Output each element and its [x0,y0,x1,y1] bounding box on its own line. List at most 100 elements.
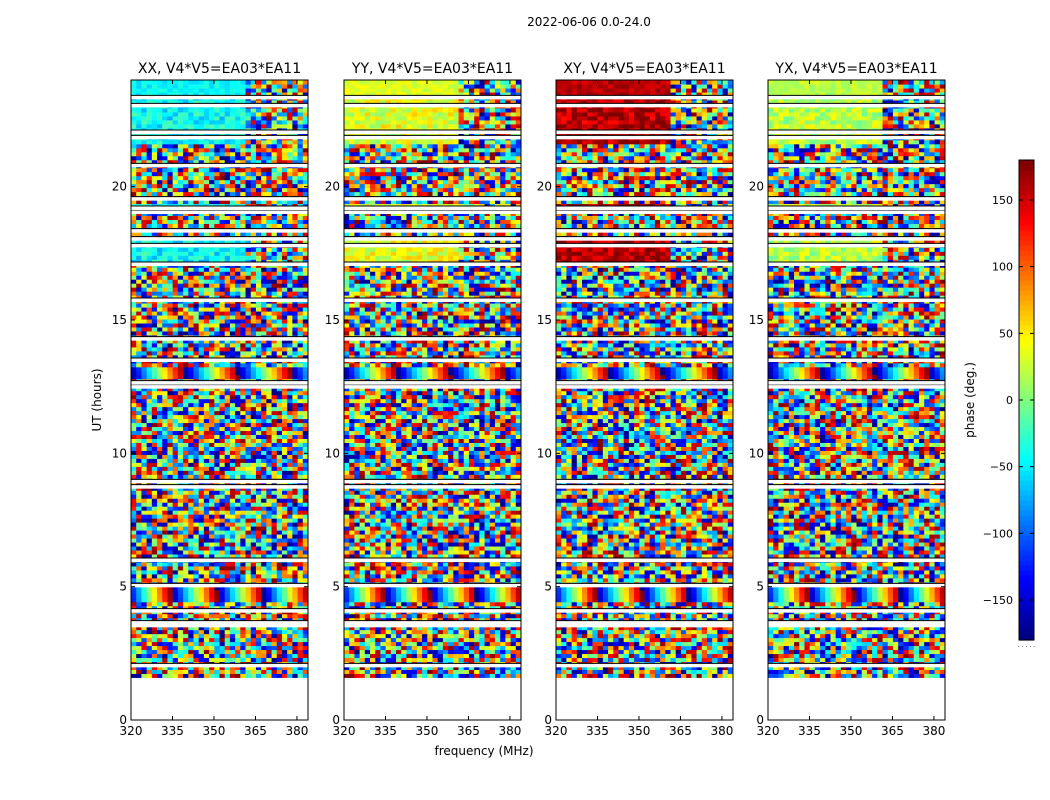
heatmap-cell [245,657,252,662]
heatmap-cell [131,522,137,527]
heatmap-cell [281,657,288,662]
heatmap-cell [193,565,200,571]
heatmap-cell [219,318,226,324]
heatmap-cell [261,183,267,189]
heatmap-cell [266,394,273,400]
heatmap-cell [167,239,174,244]
heatmap-cell [209,434,215,439]
heatmap-cell [261,215,267,220]
heatmap-cell [224,183,231,189]
heatmap-cell [193,502,200,507]
heatmap-cell [224,267,231,272]
heatmap-cell [245,637,252,643]
heatmap-cell [235,390,241,396]
heatmap-cell [240,231,247,236]
heatmap-cell [229,287,236,292]
heatmap-cell [261,438,267,443]
heatmap-cell [151,510,158,515]
heatmap-cell [193,287,200,292]
heatmap-cell [177,314,184,320]
heatmap-cell [141,470,148,475]
heatmap-cell [162,310,169,316]
heatmap-cell [287,390,293,396]
heatmap-cell [229,665,236,670]
heatmap-cell [229,490,236,495]
heatmap-cell [172,191,179,197]
heatmap-cell [240,303,247,308]
heatmap-cell [250,275,257,280]
heatmap-cell [183,143,189,149]
heatmap-cell [245,295,252,300]
heatmap-cell [245,119,252,125]
heatmap-cell [240,223,247,228]
heatmap-cell [271,155,278,161]
heatmap-cell [203,434,210,439]
heatmap-cell [261,390,267,396]
heatmap-cell [235,291,241,296]
heatmap-cell [245,545,252,551]
heatmap-cell [229,338,236,344]
heatmap-cell [219,414,226,420]
heatmap-cell [172,446,179,451]
heatmap-cell [131,370,137,376]
heatmap-cell [198,522,205,527]
heatmap-cell [261,545,267,551]
heatmap-cell [287,585,293,591]
heatmap-cell [198,215,205,220]
heatmap-cell [297,151,304,157]
heatmap-cell [183,295,189,300]
heatmap-cell [219,91,226,97]
heatmap-cell [287,346,293,352]
heatmap-cell [266,119,273,125]
heatmap-cell [229,279,236,284]
heatmap-cell [177,167,184,173]
heatmap-cell [146,275,153,280]
heatmap-cell [276,418,283,424]
heatmap-cell [302,458,308,463]
heatmap-cell [250,522,257,527]
heatmap-cell [177,498,184,503]
heatmap-cell [229,362,236,368]
heatmap-cell [229,422,236,428]
heatmap-cell [240,533,247,539]
heatmap-cell [131,637,137,643]
heatmap-cell [162,430,169,436]
heatmap-cell [219,637,226,643]
heatmap-cell [146,342,153,348]
heatmap-cell [177,549,184,555]
heatmap-cell [297,450,304,455]
heatmap-cell [183,573,189,579]
heatmap-cell [276,510,283,515]
heatmap-cell [219,259,226,264]
heatmap-cell [162,295,169,300]
heatmap-cell [235,446,241,451]
heatmap-cell [198,354,205,360]
heatmap-cell [292,215,299,220]
heatmap-cell [229,526,236,531]
heatmap-cell [245,458,252,463]
heatmap-cell [136,414,143,420]
heatmap-cell [136,303,143,308]
heatmap-cell [271,470,278,475]
heatmap-cell [281,151,288,157]
heatmap-cell [214,494,221,499]
heatmap-cell [235,585,241,591]
heatmap-cell [235,151,241,157]
heatmap-cell [177,526,184,531]
heatmap-cell [255,247,262,252]
heatmap-cell [141,374,148,380]
heatmap-cell [240,466,247,471]
heatmap-cell [157,139,163,145]
heatmap-cell [266,295,273,300]
heatmap-cell [250,279,257,284]
heatmap-cell [183,223,189,228]
heatmap-cell [266,506,273,511]
heatmap-cell [214,259,221,264]
heatmap-cell [297,342,304,348]
heatmap-cell [224,139,231,145]
heatmap-cell [203,159,210,165]
heatmap-cell [141,625,148,631]
heatmap-cell [245,386,252,392]
heatmap-cell [224,438,231,443]
heatmap-cell [167,271,174,276]
